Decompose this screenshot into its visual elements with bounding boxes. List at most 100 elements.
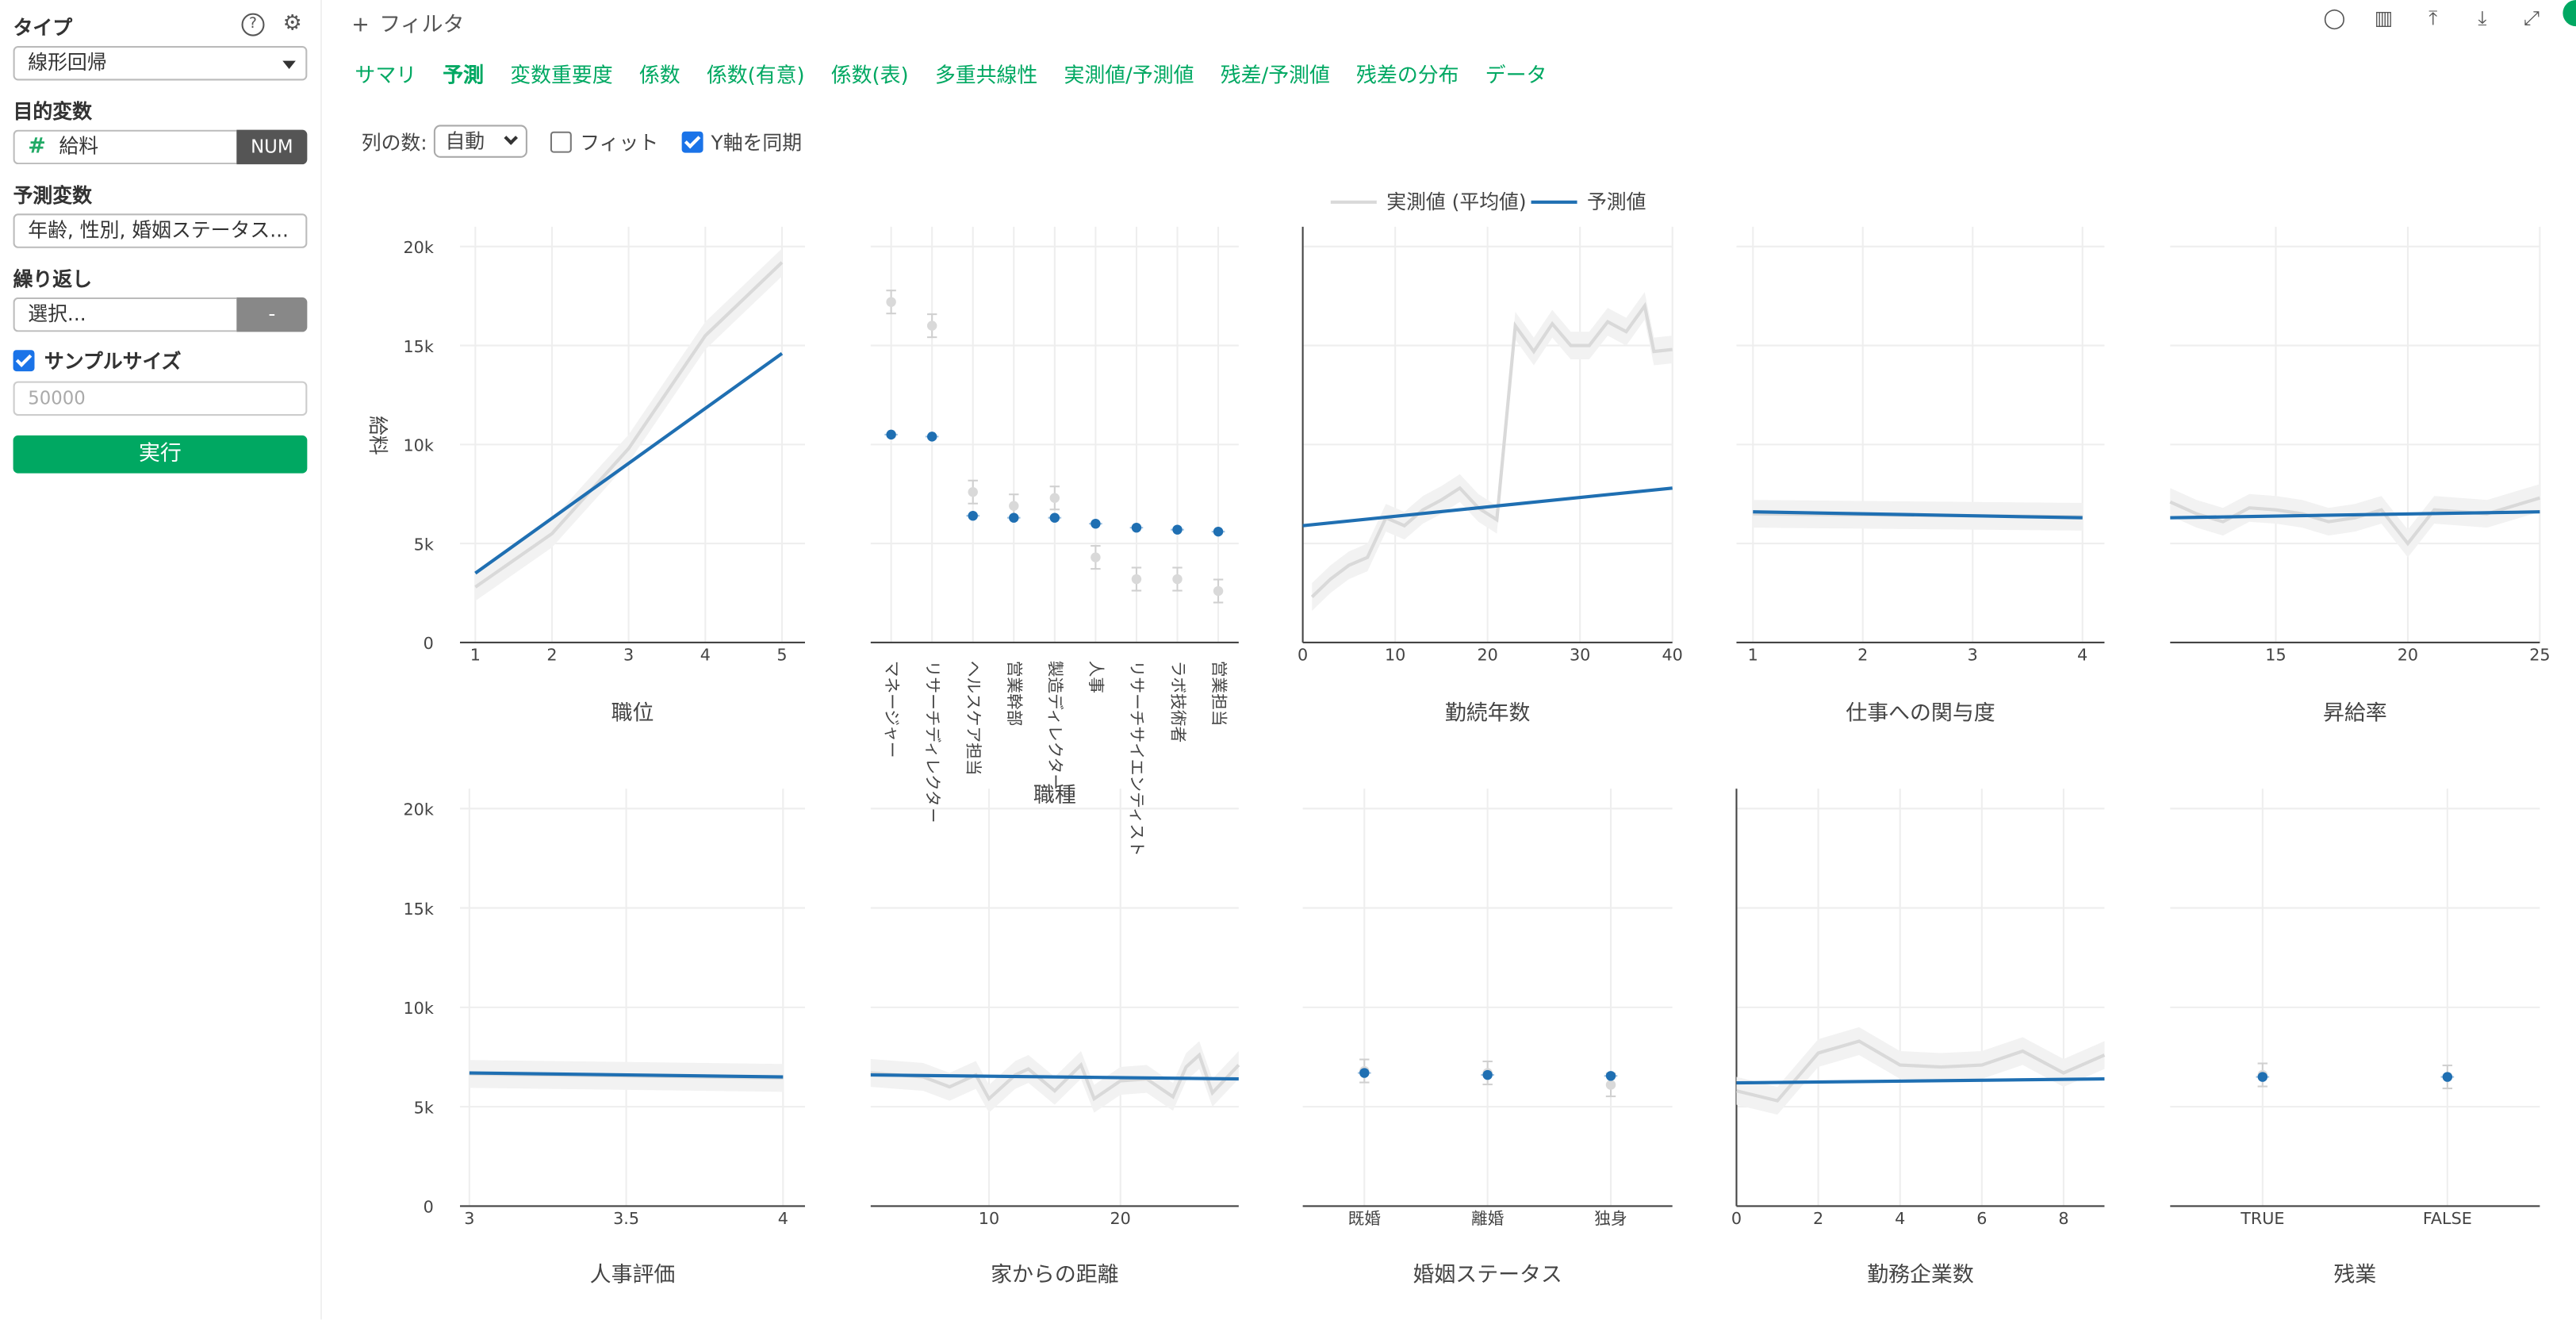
tab-2[interactable]: 予測 bbox=[443, 62, 485, 87]
x-tick-label: 1 bbox=[1748, 646, 1758, 665]
columns-label: 列の数: bbox=[361, 130, 427, 154]
tab-7[interactable]: 多重共線性 bbox=[934, 62, 1038, 87]
target-value-box[interactable]: # 給料 bbox=[13, 129, 237, 165]
predicted-line bbox=[474, 351, 784, 575]
predicted-point bbox=[1172, 524, 1183, 535]
repeat-select[interactable]: 選択... bbox=[13, 297, 237, 332]
filter-button[interactable]: + フィルタ bbox=[351, 6, 464, 38]
sync-y-checkbox[interactable]: Y軸を同期 bbox=[681, 128, 802, 155]
download-icon[interactable]: ⤓ bbox=[2478, 6, 2487, 30]
upload-icon[interactable]: ⤒ bbox=[2428, 6, 2438, 30]
sample-size-checkbox[interactable]: サンプルサイズ bbox=[13, 345, 308, 374]
x-tick-label: 30 bbox=[1570, 646, 1590, 665]
target-value: 給料 bbox=[59, 134, 99, 158]
columns-select[interactable]: 自動 bbox=[433, 125, 528, 158]
x-tick-label: 3 bbox=[623, 646, 634, 665]
help-icon[interactable]: ? bbox=[241, 13, 265, 36]
x-tick-label: TRUE bbox=[2240, 1209, 2284, 1228]
predictors-field[interactable]: 年齢, 性別, 婚姻ステータス... bbox=[13, 213, 308, 248]
y-tick-label: 5k bbox=[414, 1098, 434, 1117]
tab-3[interactable]: 変数重要度 bbox=[510, 62, 613, 87]
tab-5[interactable]: 係数(有意) bbox=[706, 62, 805, 87]
x-tick-label: 独身 bbox=[1594, 1209, 1627, 1228]
x-axis-title: 婚姻ステータス bbox=[1413, 1263, 1562, 1287]
status-dot bbox=[2563, 0, 2576, 27]
predicted-point bbox=[2442, 1072, 2453, 1082]
x-tick-label: ヘルスケア担当 bbox=[964, 661, 983, 776]
tab-10[interactable]: 残差の分布 bbox=[1356, 62, 1459, 87]
fit-checkbox[interactable]: フィット bbox=[550, 128, 658, 155]
x-axis-title: 職種 bbox=[1033, 783, 1076, 808]
target-label: 目的変数 bbox=[13, 100, 93, 124]
x-axis-title: 家からの距離 bbox=[991, 1263, 1118, 1287]
actual-point bbox=[886, 297, 896, 307]
y-tick-label: 0 bbox=[424, 634, 434, 653]
x-axis-title: 残業 bbox=[2333, 1263, 2376, 1287]
checkbox-checked-icon[interactable] bbox=[681, 130, 703, 152]
x-tick-label: リサーチサイエンティスト bbox=[1128, 661, 1147, 857]
run-button[interactable]: 実行 bbox=[13, 435, 308, 474]
actual-point bbox=[926, 320, 937, 331]
x-tick-label: 2 bbox=[546, 646, 557, 665]
caret-down-icon bbox=[282, 60, 296, 69]
panel-3: 0 10 20 30 40 勤続年数 bbox=[1298, 226, 1683, 725]
x-axis-title: 職位 bbox=[611, 700, 654, 725]
x-tick-label: 6 bbox=[1976, 1209, 1987, 1228]
predicted-point bbox=[1213, 526, 1224, 537]
sample-size-input[interactable]: 50000 bbox=[13, 381, 308, 416]
x-tick-label: 4 bbox=[700, 646, 711, 665]
chart-icon[interactable]: ▥ bbox=[2374, 6, 2394, 30]
x-tick-label: 0 bbox=[1298, 646, 1308, 665]
panel-7: 10 20 家からの距離 bbox=[870, 789, 1240, 1287]
tab-1[interactable]: サマリ bbox=[355, 62, 417, 87]
tab-bar: サマリ 予測 変数重要度 係数 係数(有意) 係数(表) 多重共線性 実測値/予測値 残差/予測… bbox=[355, 57, 1547, 88]
predicted-point bbox=[2257, 1072, 2268, 1082]
x-tick-label: 人事 bbox=[1087, 661, 1106, 693]
tab-11[interactable]: データ bbox=[1485, 62, 1547, 87]
tab-9[interactable]: 残差/予測値 bbox=[1220, 62, 1330, 87]
gear-icon[interactable]: ⚙ bbox=[282, 11, 302, 36]
x-tick-label: 3.5 bbox=[613, 1209, 639, 1228]
toolbar: ◯ ▥ ⤒ ⤓ ⤢ bbox=[2323, 6, 2543, 29]
fit-label: フィット bbox=[580, 130, 659, 154]
predicted-point bbox=[1359, 1068, 1370, 1078]
columns-select-value: 自動 bbox=[445, 129, 485, 153]
sync-y-label: Y軸を同期 bbox=[711, 130, 803, 154]
predicted-line bbox=[1736, 1076, 2105, 1085]
x-tick-label: 20 bbox=[2398, 646, 2418, 665]
checkbox-unchecked-icon[interactable] bbox=[550, 130, 572, 152]
predictors-label: 予測変数 bbox=[13, 183, 93, 207]
predicted-point bbox=[1009, 512, 1019, 523]
y-axis-label: 給料 bbox=[366, 416, 389, 455]
y-tick-label: 20k bbox=[404, 800, 434, 819]
legend-predicted-label: 予測値 bbox=[1587, 190, 1646, 213]
tab-8[interactable]: 実測値/予測値 bbox=[1064, 62, 1194, 87]
panel-9: 0 2 4 6 8 勤務企業数 bbox=[1731, 789, 2106, 1287]
predicted-point bbox=[1482, 1069, 1493, 1080]
repeat-button[interactable]: - bbox=[236, 297, 308, 332]
tab-6[interactable]: 係数(表) bbox=[830, 62, 909, 87]
actual-band bbox=[1312, 292, 1673, 611]
actual-point bbox=[1091, 552, 1101, 562]
x-axis-title: 勤務企業数 bbox=[1867, 1263, 1974, 1287]
type-select[interactable]: 線形回帰 bbox=[13, 45, 308, 81]
x-tick-label: 離婚 bbox=[1471, 1209, 1505, 1228]
repeat-field[interactable]: 選択... - bbox=[13, 297, 308, 332]
x-tick-label: 20 bbox=[1477, 646, 1497, 665]
target-field[interactable]: # 給料 NUM bbox=[13, 129, 308, 165]
actual-band bbox=[2170, 484, 2540, 558]
checkbox-checked-icon[interactable] bbox=[13, 349, 35, 371]
x-tick-label: 5 bbox=[776, 646, 787, 665]
repeat-label: 繰り返し bbox=[13, 267, 93, 291]
actual-line bbox=[1735, 1039, 2106, 1103]
actual-band bbox=[1736, 1026, 2105, 1115]
type-icons: ? ⚙ bbox=[241, 13, 304, 36]
x-tick-label: 製造ディレクター bbox=[1046, 661, 1065, 790]
predicted-point bbox=[886, 429, 896, 440]
tab-4[interactable]: 係数 bbox=[638, 62, 680, 87]
comment-icon[interactable]: ◯ bbox=[2323, 6, 2346, 30]
expand-icon[interactable]: ⤢ bbox=[2524, 6, 2540, 30]
